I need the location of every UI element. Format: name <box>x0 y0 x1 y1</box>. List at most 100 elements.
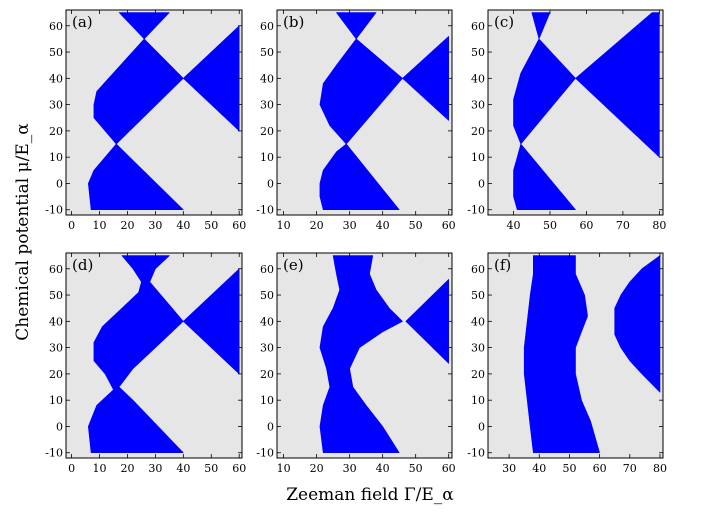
x-tick-label: 50 <box>409 219 423 232</box>
panel-label: (c) <box>494 13 514 31</box>
panel-regions <box>523 255 661 454</box>
y-tick-label: 20 <box>260 368 274 381</box>
y-tick-label: 60 <box>49 263 63 276</box>
panel-regions <box>88 12 240 210</box>
topological-region-central-lobe <box>319 38 403 145</box>
x-tick-label: 10 <box>93 462 107 475</box>
y-tick-label: 0 <box>478 420 485 433</box>
panel-label: (f) <box>494 256 511 274</box>
topological-region-top-lobe <box>336 12 377 40</box>
topological-region-lower-lobe <box>319 143 400 210</box>
y-tick-label: 10 <box>471 394 485 407</box>
panel-frame <box>65 9 243 216</box>
x-tick-label: 80 <box>653 462 667 475</box>
panel-regions <box>319 255 450 454</box>
y-tick-label: 10 <box>260 394 274 407</box>
y-tick-label: 30 <box>49 342 63 355</box>
topological-region-left-band <box>319 255 403 454</box>
panel-a: 0 10 20 30 40 50 60 -10 0 10 20 30 40 50 60 (a) <box>45 9 246 232</box>
y-tick-label: 20 <box>49 368 63 381</box>
panel-frame <box>276 252 453 459</box>
topological-region-left-band <box>88 255 184 454</box>
x-tick-label: 60 <box>232 219 246 232</box>
y-tick-label: 0 <box>267 177 274 190</box>
panel-d: 0 10 20 30 40 50 60 -10 0 10 20 30 40 50 60 (d) <box>45 252 246 475</box>
y-tick-label: 40 <box>471 315 485 328</box>
y-tick-label: 60 <box>471 263 485 276</box>
y-tick-label: 10 <box>260 151 274 164</box>
y-tick-label: 20 <box>49 125 63 138</box>
panel-grid: 0 10 20 30 40 50 60 -10 0 10 20 30 40 50 60 (a) 10 20 30 40… <box>45 9 667 475</box>
x-tick-label: 50 <box>204 462 218 475</box>
panel-label: (b) <box>283 13 304 31</box>
y-tick-label: -10 <box>467 447 485 460</box>
panel-c: 40 50 60 70 80 -10 0 10 20 30 40 50 60 (c) <box>467 9 666 232</box>
y-tick-label: -10 <box>256 204 274 217</box>
x-tick-label: 30 <box>502 462 516 475</box>
x-axis-title: Zeeman field Γ/E_α <box>286 485 454 505</box>
y-tick-label: 0 <box>478 177 485 190</box>
panel-regions <box>513 12 660 210</box>
topological-region-top-lobe <box>531 12 551 40</box>
topological-region-left-band <box>523 255 600 454</box>
y-tick-label: 60 <box>49 20 63 33</box>
panel-regions <box>319 12 450 210</box>
x-tick-label: 40 <box>507 219 521 232</box>
x-tick-label: 70 <box>623 462 637 475</box>
panel-frame <box>487 252 664 459</box>
x-tick-label: 70 <box>616 219 630 232</box>
x-tick-label: 60 <box>232 462 246 475</box>
x-tick-label: 40 <box>176 462 190 475</box>
y-tick-label: 10 <box>471 151 485 164</box>
x-tick-label: 30 <box>148 462 162 475</box>
y-tick-label: 40 <box>260 315 274 328</box>
y-tick-label: 30 <box>49 99 63 112</box>
x-tick-label: 30 <box>343 462 357 475</box>
topological-region-top-lobe <box>118 12 170 40</box>
y-tick-label: 50 <box>49 46 63 59</box>
x-tick-label: 60 <box>593 462 607 475</box>
x-tick-label: 30 <box>148 219 162 232</box>
x-tick-label: 60 <box>442 219 456 232</box>
topological-region-lower-lobe <box>88 143 184 210</box>
x-tick-label: 20 <box>310 219 324 232</box>
y-tick-label: 30 <box>471 342 485 355</box>
x-tick-label: 10 <box>93 219 107 232</box>
y-tick-label: 40 <box>260 72 274 85</box>
y-tick-label: 60 <box>260 263 274 276</box>
x-tick-label: 0 <box>68 219 75 232</box>
x-tick-label: 0 <box>68 462 75 475</box>
y-tick-label: 10 <box>49 394 63 407</box>
panel-e: 10 20 30 40 50 60 -10 0 10 20 30 40 50 60 (e) <box>256 252 456 475</box>
y-tick-label: 30 <box>260 99 274 112</box>
y-tick-label: 50 <box>260 289 274 302</box>
y-tick-label: 40 <box>49 72 63 85</box>
x-tick-label: 20 <box>120 219 134 232</box>
x-tick-label: 30 <box>343 219 357 232</box>
x-tick-label: 10 <box>277 462 291 475</box>
panel-frame <box>487 9 664 216</box>
panel-label: (e) <box>283 256 304 274</box>
y-tick-label: 50 <box>49 289 63 302</box>
y-tick-label: 50 <box>260 46 274 59</box>
x-tick-label: 40 <box>376 462 390 475</box>
x-tick-label: 10 <box>277 219 291 232</box>
y-tick-label: -10 <box>256 447 274 460</box>
y-tick-label: 0 <box>56 177 63 190</box>
panel-frame <box>276 9 453 216</box>
y-tick-label: 40 <box>49 315 63 328</box>
y-tick-label: 0 <box>56 420 63 433</box>
y-tick-label: 60 <box>471 20 485 33</box>
y-tick-label: 60 <box>260 20 274 33</box>
y-tick-label: 30 <box>471 99 485 112</box>
y-axis-title: Chemical potential μ/E_α <box>13 123 33 341</box>
y-tick-label: 30 <box>260 342 274 355</box>
panel-label: (a) <box>72 13 93 31</box>
topological-region-right-wedge <box>614 255 661 393</box>
x-tick-label: 40 <box>176 219 190 232</box>
x-tick-label: 80 <box>652 219 666 232</box>
x-tick-label: 40 <box>532 462 546 475</box>
panel-frame <box>65 252 243 459</box>
x-tick-label: 50 <box>562 462 576 475</box>
y-tick-label: 0 <box>267 420 274 433</box>
